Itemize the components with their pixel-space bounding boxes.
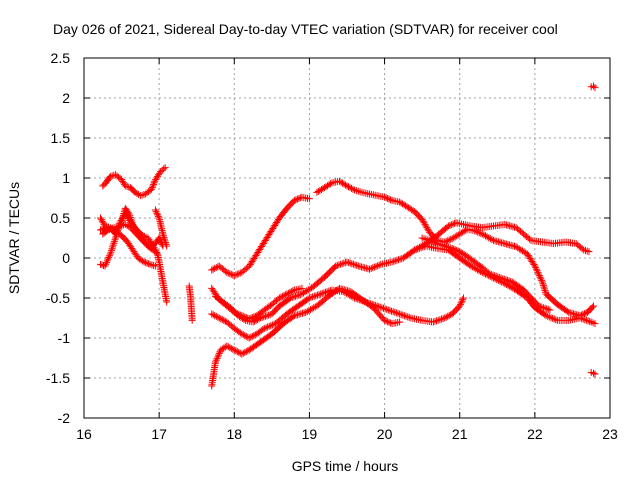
data-series xyxy=(411,219,593,256)
series-markers xyxy=(208,284,306,323)
data-series xyxy=(151,206,171,250)
series-markers xyxy=(418,234,554,314)
series-markers xyxy=(212,242,599,328)
data-series xyxy=(212,242,599,328)
y-tick-label: 1 xyxy=(62,170,70,186)
x-tick-label: 17 xyxy=(151,426,167,442)
series-markers xyxy=(208,286,467,342)
data-series xyxy=(99,220,162,258)
data-series xyxy=(587,82,599,92)
series-markers xyxy=(99,220,162,258)
data-series xyxy=(418,234,554,314)
data-series xyxy=(587,368,599,378)
y-tick-label: 2 xyxy=(62,90,70,106)
series-markers xyxy=(411,219,593,256)
y-tick-label: -1.5 xyxy=(46,370,70,386)
data-series xyxy=(208,286,467,342)
x-tick-label: 18 xyxy=(226,426,242,442)
series-markers xyxy=(185,282,196,324)
series-markers xyxy=(208,193,313,280)
y-tick-label: -1 xyxy=(58,330,71,346)
x-tick-label: 21 xyxy=(452,426,468,442)
y-tick-label: 2.5 xyxy=(51,50,71,66)
series-markers xyxy=(151,206,171,250)
y-tick-label: -2 xyxy=(58,410,71,426)
series-markers xyxy=(313,177,597,320)
data-series xyxy=(313,177,597,320)
axis-ticks xyxy=(83,57,611,419)
data-series xyxy=(208,284,306,323)
y-tick-label: 0.5 xyxy=(51,210,71,226)
data-series xyxy=(185,282,196,324)
series-layer xyxy=(97,82,599,390)
y-tick-label: -0.5 xyxy=(46,290,70,306)
series-markers xyxy=(587,368,599,378)
data-series xyxy=(208,193,313,280)
series-markers xyxy=(99,164,169,200)
x-tick-label: 23 xyxy=(602,426,618,442)
x-tick-label: 22 xyxy=(527,426,543,442)
plot-frame xyxy=(83,57,611,419)
data-series xyxy=(99,164,169,200)
x-axis-label: GPS time / hours xyxy=(292,458,399,474)
series-markers xyxy=(587,82,599,92)
y-tick-label: 1.5 xyxy=(51,130,71,146)
x-tick-label: 19 xyxy=(302,426,318,442)
y-axis-label: SDTVAR / TECUs xyxy=(6,182,22,294)
chart-title: Day 026 of 2021, Sidereal Day-to-day VTE… xyxy=(53,21,558,37)
y-tick-label: 0 xyxy=(62,250,70,266)
x-tick-label: 16 xyxy=(76,426,92,442)
tick-labels: 16 17 18 19 20 21 22 23 -2 -1.5 -1 -0.5 0 0.5 1 1.5 2 2.5 xyxy=(46,50,618,442)
x-tick-label: 20 xyxy=(377,426,393,442)
